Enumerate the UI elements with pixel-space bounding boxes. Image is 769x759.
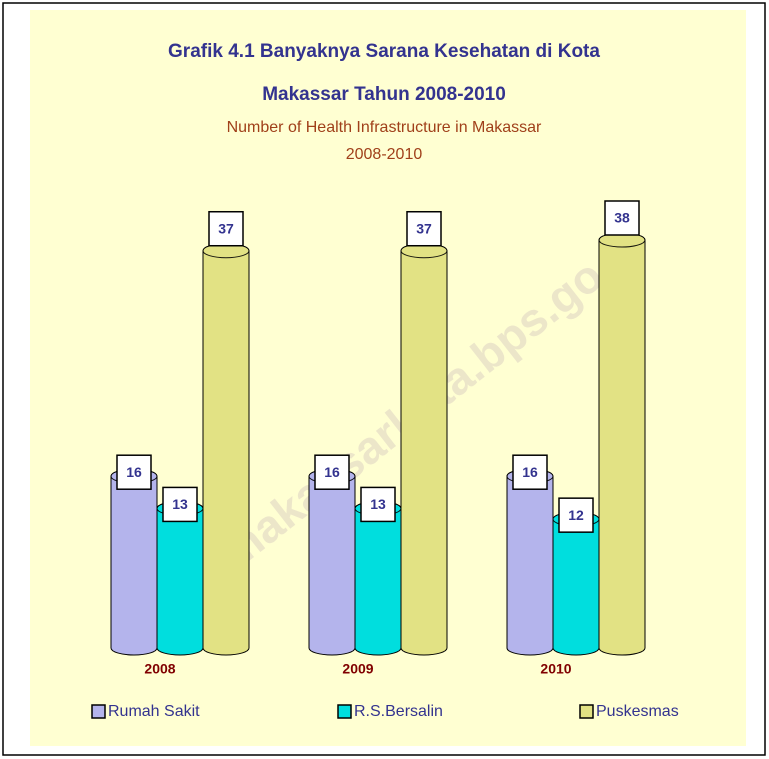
value-label: 16	[324, 464, 340, 480]
value-label: 37	[416, 220, 432, 236]
legend-label: R.S.Bersalin	[354, 703, 443, 720]
value-label-box	[512, 454, 548, 490]
chart-subtitle: 2008-2010	[346, 146, 423, 163]
chart-subtitle: Number of Health Infrastructure in Makas…	[227, 119, 542, 136]
value-label: 12	[568, 507, 584, 523]
bar	[552, 511, 600, 656]
value-label: 13	[172, 496, 188, 512]
value-label: 16	[522, 464, 538, 480]
value-label-box	[360, 486, 396, 523]
bar	[308, 468, 356, 656]
value-label-box	[406, 210, 442, 247]
legend-swatch	[337, 704, 352, 719]
bar	[156, 500, 204, 656]
chart-title: Makassar Tahun 2008-2010	[262, 84, 506, 105]
legend-swatch	[579, 704, 594, 719]
legend-label: Rumah Sakit	[108, 703, 200, 720]
x-tick-label: 2008	[144, 661, 175, 677]
value-label-box	[558, 497, 594, 533]
value-label-box	[116, 454, 152, 490]
bar	[110, 468, 158, 656]
value-label: 38	[614, 210, 630, 226]
bar	[506, 468, 554, 656]
x-tick-label: 2009	[342, 661, 373, 677]
bar	[354, 500, 402, 656]
value-label: 37	[218, 220, 234, 236]
value-label-box	[604, 200, 640, 236]
bar	[202, 243, 250, 656]
value-label-box	[314, 454, 350, 490]
x-tick-label: 2010	[540, 661, 571, 677]
bar	[400, 243, 448, 656]
value-label: 13	[370, 496, 386, 512]
chart-title: Grafik 4.1 Banyaknya Sarana Kesehatan di…	[168, 41, 600, 62]
bar	[598, 232, 646, 656]
legend-swatch	[91, 704, 106, 719]
legend-label: Puskesmas	[596, 703, 679, 720]
value-label: 16	[126, 464, 142, 480]
value-label-box	[162, 486, 198, 523]
value-label-box	[208, 210, 244, 247]
